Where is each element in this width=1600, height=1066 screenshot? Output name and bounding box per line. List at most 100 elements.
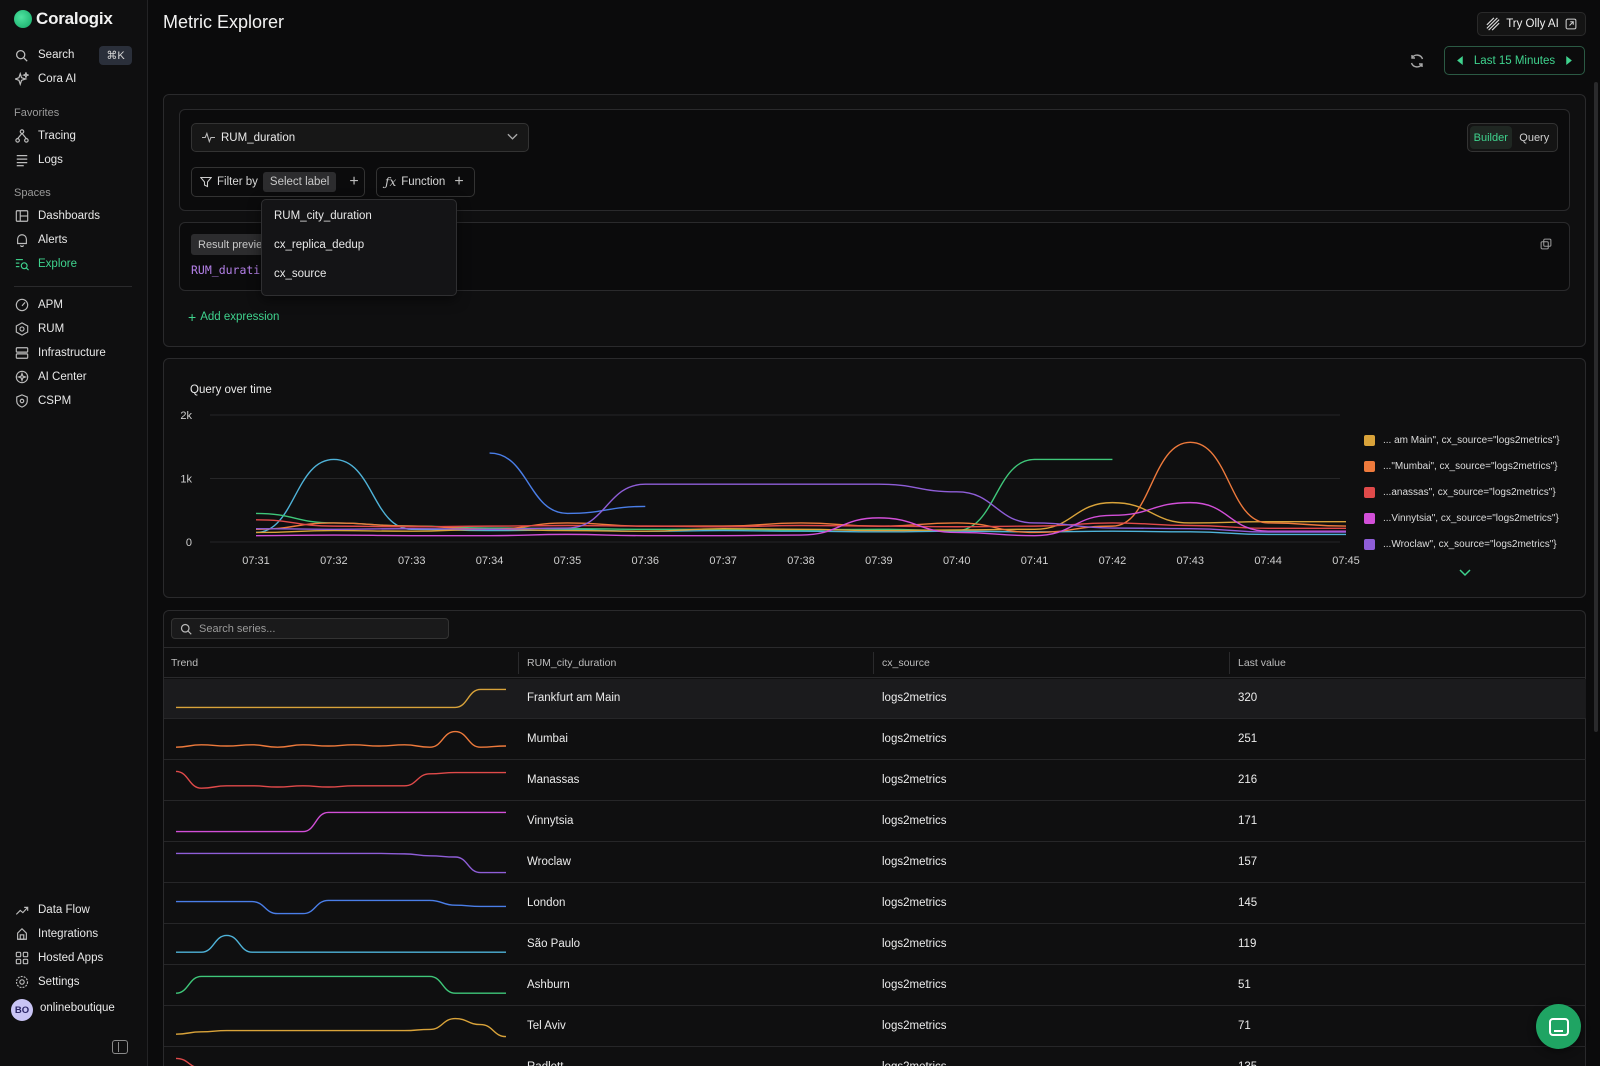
- sidebar-item-cora-ai[interactable]: Cora AI: [14, 69, 134, 89]
- last-value-cell: 119: [1238, 938, 1257, 950]
- table-row[interactable]: Wroclaw logs2metrics 157: [164, 843, 1586, 883]
- collapse-sidebar-icon[interactable]: [112, 1040, 128, 1054]
- sidebar-item-search[interactable]: Search: [14, 45, 134, 65]
- legend-item[interactable]: ...Vinnytsia", cx_source="logs2metrics"}: [1364, 513, 1559, 524]
- sidebar-item-rum[interactable]: RUM: [14, 319, 134, 339]
- avatar[interactable]: BO: [11, 999, 33, 1021]
- dropdown-option[interactable]: cx_replica_dedup: [274, 239, 365, 251]
- x-tick-label: 07:41: [1021, 555, 1049, 567]
- column-divider[interactable]: [518, 652, 519, 674]
- column-header-city[interactable]: RUM_city_duration: [527, 657, 617, 669]
- column-divider[interactable]: [873, 652, 874, 674]
- caret-right-icon[interactable]: [1565, 56, 1572, 65]
- x-tick-label: 07:42: [1099, 555, 1127, 567]
- dropdown-option[interactable]: cx_source: [274, 268, 327, 280]
- metric-select[interactable]: RUM_duration: [191, 123, 529, 152]
- function-button[interactable]: ƒx Function +: [376, 167, 475, 197]
- caret-left-icon[interactable]: [1457, 56, 1464, 65]
- table-row[interactable]: Ashburn logs2metrics 51: [164, 966, 1586, 1006]
- sidebar-item-apm[interactable]: APM: [14, 295, 134, 315]
- builder-tab[interactable]: Builder: [1470, 126, 1512, 149]
- sidebar-item-infrastructure[interactable]: Infrastructure: [14, 343, 134, 363]
- legend-item[interactable]: ...Wroclaw", cx_source="logs2metrics"}: [1364, 539, 1557, 550]
- page-title: Metric Explorer: [163, 12, 285, 32]
- result-preview-tag: Result previe: [191, 234, 271, 255]
- last-value-cell: 171: [1238, 815, 1258, 827]
- sidebar-item-tracing[interactable]: Tracing: [14, 126, 134, 146]
- x-tick-label: 07:35: [554, 555, 582, 567]
- legend-item[interactable]: ... am Main", cx_source="logs2metrics"}: [1364, 435, 1560, 446]
- sidebar-item-label: Settings: [38, 976, 80, 988]
- last-value-cell: 145: [1238, 897, 1258, 909]
- table-row[interactable]: Radlett logs2metrics 135: [164, 1048, 1586, 1066]
- filter-icon: [200, 176, 212, 188]
- favorites-title: Favorites: [14, 107, 60, 119]
- legend-label: ...Vinnytsia", cx_source="logs2metrics"}: [1383, 513, 1559, 524]
- last-value-cell: 51: [1238, 979, 1251, 991]
- metric-select-value: RUM_duration: [221, 131, 296, 144]
- sidebar-item-explore[interactable]: Explore: [14, 254, 134, 274]
- query-tab[interactable]: Query: [1519, 131, 1550, 144]
- table-row[interactable]: Mumbai logs2metrics 251: [164, 720, 1586, 760]
- sidebar-item-hosted-apps[interactable]: Hosted Apps: [14, 948, 134, 968]
- sidebar-item-integrations[interactable]: Integrations: [14, 924, 134, 944]
- org-name[interactable]: onlineboutique: [40, 1002, 115, 1014]
- table-row[interactable]: Frankfurt am Main logs2metrics 320: [164, 679, 1586, 719]
- column-header-last-value[interactable]: Last value: [1238, 657, 1286, 669]
- explore-icon: [14, 257, 29, 272]
- sparkline-path: [175, 730, 507, 748]
- series-line: [255, 458, 1346, 536]
- sidebar-item-logs[interactable]: Logs: [14, 150, 134, 170]
- column-header-trend[interactable]: Trend: [171, 657, 199, 669]
- legend-swatch: [1364, 461, 1375, 472]
- sidebar-item-settings[interactable]: Settings: [14, 972, 134, 992]
- line-chart[interactable]: 2k 1k 0 07:31 07:32 07:33 07:34 07:35 07:36 07:37…: [170, 400, 1360, 580]
- sidebar-item-dashboards[interactable]: Dashboards: [14, 206, 134, 226]
- source-cell: logs2metrics: [882, 856, 947, 868]
- column-divider[interactable]: [1229, 652, 1230, 674]
- legend-item[interactable]: ..."Mumbai", cx_source="logs2metrics"}: [1364, 461, 1558, 472]
- try-olly-ai-button[interactable]: Try Olly AI: [1477, 12, 1586, 36]
- add-filter-plus-icon[interactable]: +: [349, 173, 359, 190]
- stripes-icon: [1486, 17, 1500, 31]
- sidebar-item-cspm[interactable]: CSPM: [14, 391, 134, 411]
- chat-support-button[interactable]: [1536, 1004, 1581, 1049]
- sidebar-item-label: CSPM: [38, 395, 72, 407]
- bell-icon: [14, 233, 29, 248]
- scrollbar[interactable]: [1594, 82, 1598, 732]
- sidebar-item-data-flow[interactable]: Data Flow: [14, 900, 134, 920]
- sidebar-item-alerts[interactable]: Alerts: [14, 230, 134, 250]
- sidebar-item-ai-center[interactable]: AI Center: [14, 367, 134, 387]
- table-row[interactable]: Tel Aviv logs2metrics 71: [164, 1007, 1586, 1047]
- try-olly-ai-label: Try Olly AI: [1506, 18, 1559, 30]
- trend-sparkline: [176, 811, 506, 833]
- sparkline-path: [175, 899, 506, 915]
- series-line: [489, 452, 646, 515]
- y-tick-label: 2k: [180, 410, 192, 422]
- sidebar-item-label: Logs: [38, 154, 63, 166]
- refresh-icon[interactable]: [1409, 53, 1425, 69]
- brand-logo[interactable]: Coralogix: [14, 9, 113, 29]
- sidebar-item-label: Data Flow: [38, 904, 90, 916]
- time-range-picker[interactable]: Last 15 Minutes: [1444, 46, 1585, 75]
- sparkline-path: [176, 688, 506, 709]
- legend-item[interactable]: ...anassas", cx_source="logs2metrics"}: [1364, 487, 1556, 498]
- column-header-source[interactable]: cx_source: [882, 657, 930, 669]
- dropdown-option[interactable]: RUM_city_duration: [274, 210, 372, 222]
- gear-icon: [14, 975, 29, 990]
- table-row[interactable]: São Paulo logs2metrics 119: [164, 925, 1586, 965]
- source-cell: logs2metrics: [882, 733, 947, 745]
- table-row[interactable]: Vinnytsia logs2metrics 171: [164, 802, 1586, 842]
- select-label-dropdown[interactable]: Select label: [262, 172, 337, 192]
- search-series-input[interactable]: [199, 622, 439, 635]
- table-row[interactable]: Manassas logs2metrics 216: [164, 761, 1586, 801]
- last-value-cell: 216: [1238, 774, 1258, 786]
- copy-icon[interactable]: [1540, 238, 1552, 250]
- table-row[interactable]: London logs2metrics 145: [164, 884, 1586, 924]
- dashboard-icon: [14, 209, 29, 224]
- brand-name: Coralogix: [36, 9, 113, 28]
- add-expression-button[interactable]: + Add expression: [188, 309, 279, 325]
- chevron-down-icon[interactable]: [1459, 569, 1471, 577]
- last-value-cell: 135: [1238, 1061, 1257, 1066]
- builder-query-toggle: Builder Query: [1467, 123, 1558, 152]
